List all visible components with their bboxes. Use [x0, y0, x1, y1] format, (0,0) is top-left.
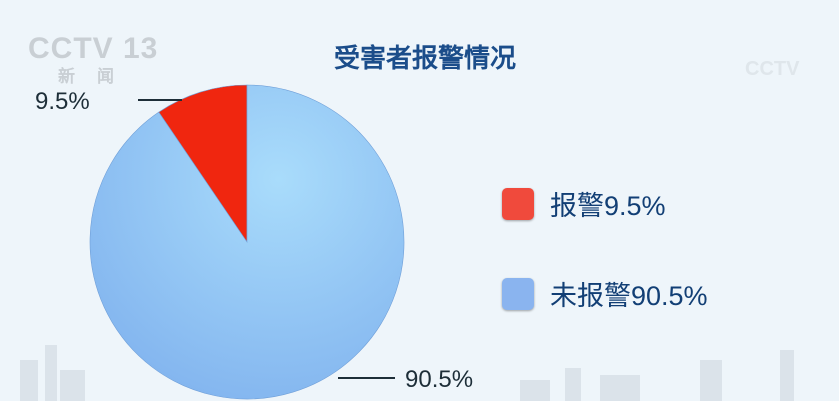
cctv13-logo: CCTV 13 新闻	[28, 32, 158, 87]
pie-slice-reported	[158, 84, 248, 243]
cctv-watermark: CCTV	[745, 58, 800, 80]
city-skyline	[20, 345, 794, 401]
logo-text: CCTV 13	[28, 32, 159, 65]
chart-title: 受害者报警情况	[334, 44, 517, 74]
legend-swatch-red	[502, 187, 534, 220]
legend-item-not-reported: 未报警90.5%	[502, 274, 708, 313]
legend-swatch-blue	[502, 277, 534, 310]
legend-label: 未报警90.5%	[550, 281, 708, 311]
data-label: 9.5%	[35, 88, 90, 115]
legend-item-reported: 报警9.5%	[502, 184, 666, 223]
data-label: 90.5%	[405, 366, 473, 393]
logo-sub: 新闻	[58, 67, 136, 87]
pie-slice-not-reported	[89, 84, 405, 400]
legend-label: 报警9.5%	[550, 191, 666, 221]
